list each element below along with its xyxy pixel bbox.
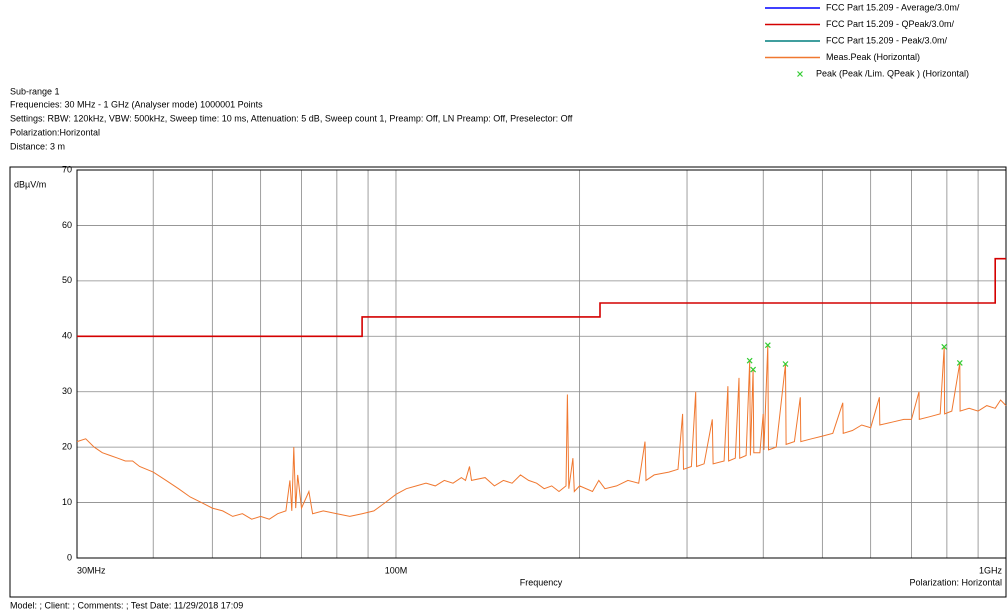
x-tick-label: 1GHz (979, 565, 1003, 575)
header-line: Settings: RBW: 120kHz, VBW: 500kHz, Swee… (10, 113, 573, 123)
legend-label: FCC Part 15.209 - QPeak/3.0m/ (826, 19, 955, 29)
header-line: Sub-range 1 (10, 86, 60, 96)
legend-label: Meas.Peak (Horizontal) (826, 52, 920, 62)
legend-label: FCC Part 15.209 - Average/3.0m/ (826, 2, 960, 12)
legend-label: Peak (Peak /Lim. QPeak ) (Horizontal) (816, 68, 969, 78)
series-line (77, 257, 1006, 338)
header-line: Distance: 3 m (10, 141, 65, 151)
plot-border (76, 169, 1007, 559)
y-tick-label: 70 (62, 164, 72, 174)
peak-marker (764, 342, 771, 349)
annotation: Polarization: Horizontal (909, 577, 1002, 587)
y-tick-label: 10 (62, 497, 72, 507)
peak-marker (750, 366, 757, 373)
x-tick-label: 30MHz (77, 565, 106, 575)
series-line (76, 345, 1007, 520)
y-tick-label: 60 (62, 220, 72, 230)
frame (9, 166, 1007, 598)
header-line: Frequencies: 30 MHz - 1 GHz (Analyser mo… (10, 99, 263, 109)
y-tick-label: 0 (67, 552, 72, 562)
y-axis-label: dBµV/m (14, 179, 46, 189)
header-line: Polarization:Horizontal (10, 127, 100, 137)
footer: Model: ; Client: ; Comments: ; Test Date… (10, 600, 243, 610)
peak-marker (746, 357, 753, 364)
y-tick-label: 50 (62, 275, 72, 285)
peak-marker (956, 359, 963, 366)
legend-marker (797, 71, 803, 77)
y-tick-label: 40 (62, 331, 72, 341)
peak-marker (782, 361, 789, 367)
x-axis-label: Frequency (520, 577, 563, 587)
legend-label: FCC Part 15.209 - Peak/3.0m/ (826, 35, 948, 45)
y-tick-label: 20 (62, 442, 72, 452)
x-tick-label: 100M (385, 565, 408, 575)
peak-marker (941, 343, 948, 350)
y-tick-label: 30 (62, 386, 72, 396)
